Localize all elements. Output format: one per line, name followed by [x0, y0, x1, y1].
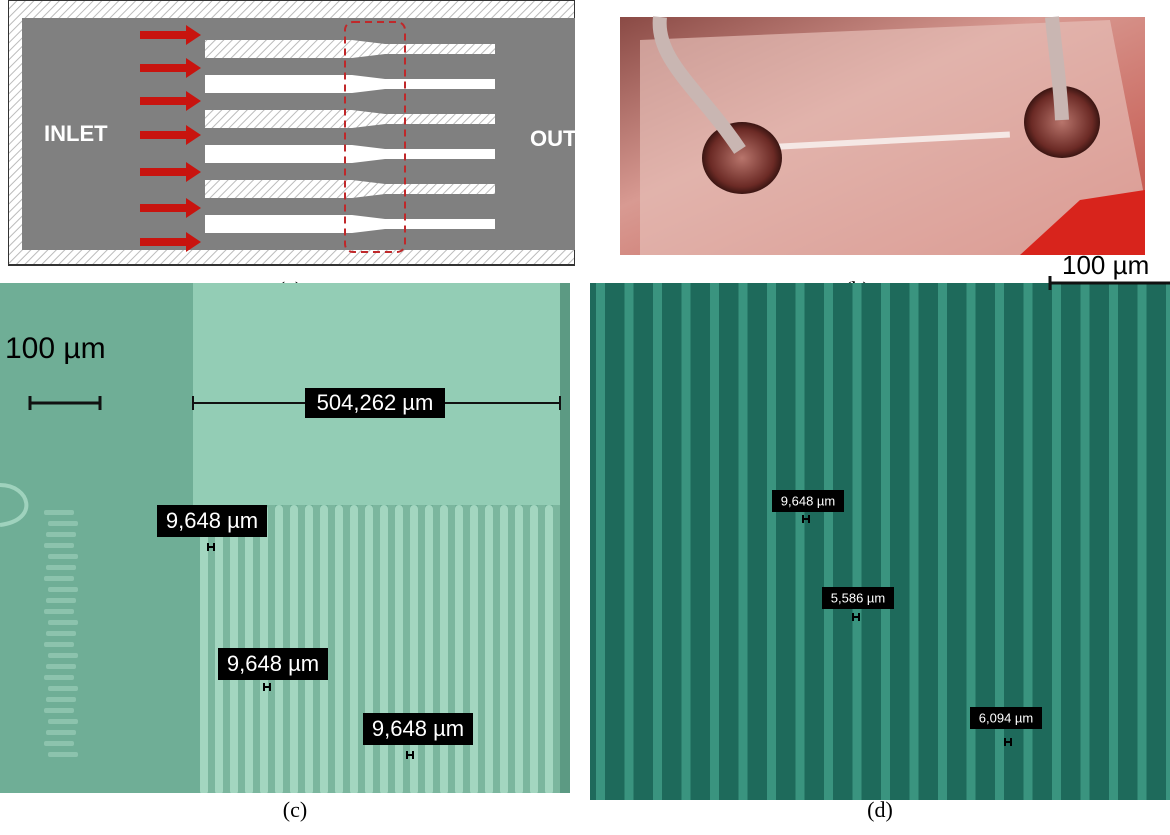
- micro-channel: [395, 505, 403, 795]
- micro-channel: [455, 505, 463, 795]
- port-left: [702, 122, 782, 194]
- ruler-tick: [44, 609, 74, 614]
- channel-label: 9,648 µm: [166, 508, 258, 533]
- ruler-tick: [44, 543, 74, 548]
- ruler-tick: [44, 642, 74, 647]
- edge: [560, 283, 570, 793]
- micro-wall: [463, 505, 470, 795]
- micro-channel: [625, 283, 634, 800]
- micro-wall: [538, 505, 545, 795]
- micro-channel: [682, 283, 691, 800]
- micro-wall: [418, 505, 425, 795]
- caption-d: (d): [867, 797, 893, 822]
- micro-channel: [485, 505, 493, 795]
- inlet-label: INLET: [44, 121, 108, 146]
- micro-wall: [358, 505, 365, 795]
- micro-channel: [710, 283, 719, 800]
- ruler-tick: [48, 521, 78, 526]
- page: {"panel_a": {"inlet": "INLET", "outlet":…: [0, 0, 1170, 835]
- micro-wall: [508, 505, 515, 795]
- ruler-tick: [48, 686, 78, 691]
- channel-label: 5,586 µm: [831, 590, 885, 605]
- micro-wall: [328, 505, 335, 795]
- micro-wall: [553, 505, 560, 795]
- micro-channel: [796, 283, 805, 800]
- micro-channel: [910, 283, 919, 800]
- ruler-tick: [46, 598, 76, 603]
- ruler-tick: [46, 664, 76, 669]
- micro-channel: [365, 505, 373, 795]
- micro-wall: [448, 505, 455, 795]
- micro-channel: [500, 505, 508, 795]
- micro-channel: [853, 283, 862, 800]
- ruler-tick: [48, 752, 78, 757]
- micro-channel: [335, 505, 343, 795]
- micro-channel: [470, 505, 478, 795]
- channel-label: 9,648 µm: [781, 493, 835, 508]
- micro-channel: [739, 283, 748, 800]
- micro-wall: [373, 505, 380, 795]
- caption-c: (c): [283, 797, 307, 822]
- micro-channel: [1052, 283, 1061, 800]
- micro-channel: [1138, 283, 1147, 800]
- micro-channel: [515, 505, 523, 795]
- channel-label: 9,648 µm: [372, 716, 464, 741]
- panel-a: INLET OUTLET: [8, 0, 619, 265]
- panel-d: 9,648 µm 5,586 µm 6,094 µm: [590, 283, 1170, 800]
- channel-label: 6,094 µm: [979, 710, 1033, 725]
- scale-label-c: 100 µm: [5, 332, 106, 365]
- ruler-tick: [46, 565, 76, 570]
- micro-channel: [545, 505, 553, 795]
- micro-channel: [200, 505, 208, 795]
- width-label: 504,262 µm: [317, 390, 434, 415]
- ruler-tick: [44, 576, 74, 581]
- micro-channel: [440, 505, 448, 795]
- micro-wall: [478, 505, 485, 795]
- micro-channel: [596, 283, 605, 800]
- ruler-tick: [48, 653, 78, 658]
- ruler-tick: [48, 554, 78, 559]
- micro-channel: [881, 283, 890, 800]
- micro-channel: [1081, 283, 1090, 800]
- micro-wall: [388, 505, 395, 795]
- ruler-tick: [48, 719, 78, 724]
- panel-b: [620, 17, 1145, 255]
- ruler-tick: [44, 741, 74, 746]
- ruler-tick: [48, 587, 78, 592]
- figure: INLET OUTLET (a) (b) 100 µm 504,262 µm 9: [0, 0, 1170, 835]
- micro-wall: [493, 505, 500, 795]
- ruler-tick: [48, 620, 78, 625]
- ruler-tick: [46, 631, 76, 636]
- micro-channel: [1166, 283, 1170, 800]
- ruler-tick: [46, 532, 76, 537]
- micro-channel: [425, 505, 433, 795]
- micro-wall: [343, 505, 350, 795]
- ruler-tick: [44, 510, 74, 515]
- scale-label-d: 100 µm: [1062, 250, 1149, 280]
- micro-channel: [530, 505, 538, 795]
- micro-channel: [1109, 283, 1118, 800]
- outlet-label: OUTLET: [530, 126, 619, 151]
- micro-channel: [938, 283, 947, 800]
- micro-channel: [767, 283, 776, 800]
- ruler-tick: [44, 675, 74, 680]
- ruler-tick: [46, 730, 76, 735]
- panel-c: 100 µm 504,262 µm 9,648 µm 9,648 µm 9,648 …: [0, 283, 570, 795]
- micro-channel: [350, 505, 358, 795]
- micro-channel: [653, 283, 662, 800]
- micro-channel: [380, 505, 388, 795]
- channel-label: 9,648 µm: [227, 651, 319, 676]
- micro-wall: [433, 505, 440, 795]
- micro-channel: [824, 283, 833, 800]
- ruler-tick: [44, 708, 74, 713]
- ruler-tick: [46, 697, 76, 702]
- micro-wall: [523, 505, 530, 795]
